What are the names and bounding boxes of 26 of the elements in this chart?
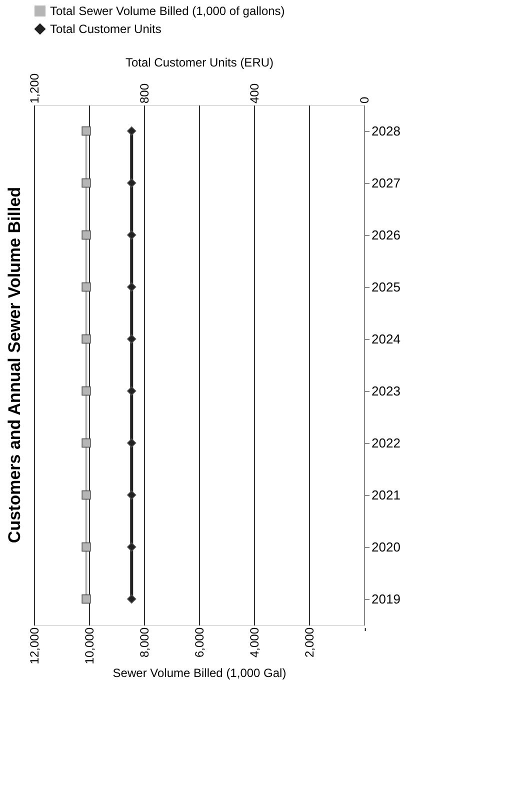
y-tick-label: 2027: [372, 176, 400, 190]
x-tick-label: -: [358, 628, 372, 632]
x-axis-title: Sewer Volume Billed (1,000 Gal): [112, 666, 286, 680]
y-tick-label: 2022: [372, 436, 400, 450]
x2-axis-title: Total Customer Units (ERU): [125, 55, 274, 70]
y-tick-label: 2020: [372, 540, 400, 554]
x-tick-label: 6,000: [192, 627, 206, 658]
y-tick-label: 2021: [372, 488, 400, 502]
y-tick-label: 2025: [372, 280, 400, 294]
x-tick-label: 2,000: [302, 627, 316, 658]
legend-label: Total Customer Units: [50, 22, 162, 36]
text: Customers and Annual Sewer Volume Billed: [5, 186, 24, 544]
x2-tick-label: 400: [248, 83, 262, 104]
y-tick-label: 2026: [372, 228, 400, 242]
x-tick-label: 12,000: [28, 627, 42, 664]
x2-tick-label: 1,200: [28, 73, 42, 104]
x-tick-label: 8,000: [138, 627, 152, 658]
y-tick-label: 2019: [372, 592, 400, 606]
x2-tick-label: 800: [138, 83, 152, 104]
x-tick-label: 10,000: [82, 627, 96, 664]
y-tick-label: 2023: [372, 384, 400, 398]
x2-tick-label: 0: [358, 96, 372, 104]
legend-label: Total Sewer Volume Billed (1,000 of gallons): [50, 4, 285, 18]
x-tick-label: 4,000: [248, 627, 262, 658]
y-tick-label: 2028: [372, 124, 400, 138]
y-tick-label: 2024: [372, 332, 400, 346]
